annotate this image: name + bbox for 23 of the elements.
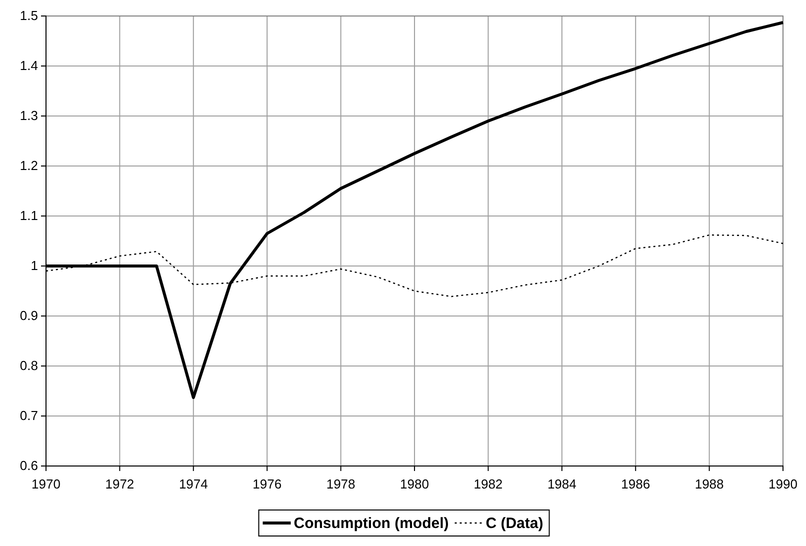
y-tick-label: 1 [30,258,38,274]
y-tick-label: 0.7 [20,408,38,424]
x-tick-label: 1984 [547,476,576,492]
x-tick-label: 1982 [474,476,503,492]
x-tick-label: 1970 [32,476,60,492]
x-tick-label: 1988 [694,476,724,492]
x-tick-label: 1976 [252,476,282,492]
y-tick-label: 1.2 [20,158,38,174]
y-tick-label: 0.8 [20,358,38,374]
x-tick-label: 1980 [400,476,429,492]
y-tick-label: 0.9 [20,308,38,324]
legend-label: Consumption (model) [294,515,449,532]
y-tick-label: 1.4 [20,58,38,74]
x-tick-label: 1990 [768,476,798,492]
x-tick-label: 1972 [105,476,134,492]
x-tick-label: 1986 [621,476,650,492]
y-tick-label: 0.6 [20,458,38,474]
y-tick-label: 1.5 [20,8,38,24]
x-tick-label: 1974 [178,476,208,492]
x-tick-label: 1978 [326,476,356,492]
y-tick-label: 1.3 [20,108,38,124]
legend-label: C (Data) [486,515,544,532]
y-tick-label: 1.1 [20,208,38,224]
